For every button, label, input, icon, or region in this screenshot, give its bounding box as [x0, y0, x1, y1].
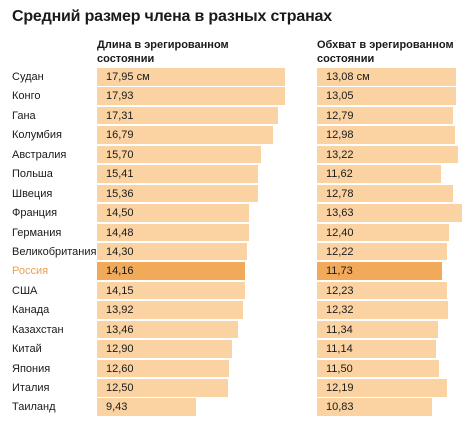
length-value-label: 15,70 — [106, 148, 134, 161]
length-bar — [97, 87, 285, 105]
girth-value-label: 11,50 — [326, 362, 353, 375]
country-label: Швеция — [12, 187, 53, 200]
country-label: Судан — [12, 71, 44, 83]
country-label: Япония — [12, 362, 51, 375]
girth-value-label: 12,78 — [326, 187, 354, 200]
girth-bar — [317, 262, 442, 280]
length-column-header: Длина в эрегированном состоянии — [97, 39, 229, 65]
country-label: Германия — [12, 226, 62, 239]
length-bar — [97, 68, 285, 86]
length-value-label: 14,30 — [106, 245, 134, 258]
length-bar — [97, 320, 238, 339]
length-bar — [97, 262, 246, 280]
length-bar — [97, 106, 279, 125]
girth-value-label: 13,08 см — [326, 71, 370, 83]
girth-value-label: 12,40 — [326, 226, 354, 239]
girth-value-label: 13,22 — [326, 148, 354, 161]
length-bar — [97, 223, 249, 242]
country-label: Казахстан — [12, 323, 64, 336]
country-label: Колумбия — [12, 129, 62, 142]
girth-value-label: 12,23 — [326, 284, 354, 297]
girth-value-label: 10,83 — [326, 401, 354, 414]
length-value-label: 15,41 — [106, 168, 134, 181]
girth-bar — [317, 165, 441, 183]
country-label: Франция — [12, 207, 58, 220]
girth-value-label: 11,34 — [326, 323, 353, 336]
girth-bar — [317, 145, 458, 164]
girth-value-label: 12,22 — [326, 245, 354, 258]
country-label: Гана — [12, 109, 36, 122]
length-value-label: 14,16 — [106, 265, 134, 278]
girth-bar — [317, 340, 436, 358]
length-bar — [97, 379, 228, 397]
length-value-label: 17,31 — [106, 109, 134, 122]
girth-bar — [317, 301, 449, 319]
length-value-label: 13,46 — [106, 323, 134, 336]
girth-bar — [317, 242, 447, 261]
length-value-label: 9,43 — [106, 401, 128, 414]
girth-bar — [317, 320, 438, 339]
girth-bar — [317, 126, 456, 144]
country-label: Польша — [12, 168, 53, 181]
country-label: Китай — [12, 343, 42, 356]
girth-bar — [317, 68, 457, 86]
length-bar — [97, 398, 196, 416]
girth-value-label: 11,14 — [326, 343, 353, 356]
length-bar — [97, 204, 249, 222]
length-value-label: 16,79 — [106, 129, 134, 142]
girth-value-label: 13,05 — [326, 90, 354, 103]
length-value-label: 14,48 — [106, 226, 134, 239]
girth-bar — [317, 223, 449, 242]
length-value-label: 13,92 — [106, 304, 134, 317]
length-bar — [97, 184, 258, 203]
country-label: США — [12, 284, 38, 297]
length-bar — [97, 301, 243, 319]
length-value-label: 15,36 — [106, 187, 134, 200]
length-bar — [97, 126, 273, 144]
girth-value-label: 12,98 — [326, 129, 354, 142]
girth-bar — [317, 184, 453, 203]
length-bar — [97, 340, 233, 358]
girth-value-label: 13,63 — [326, 207, 354, 220]
length-bar — [97, 145, 262, 164]
chart-title: Средний размер члена в разных странах — [12, 8, 332, 25]
length-bar — [97, 359, 229, 378]
length-value-label: 17,95 см — [106, 71, 150, 83]
country-label: Великобритания — [12, 245, 97, 258]
girth-value-label: 12,19 — [326, 382, 354, 395]
girth-bar — [317, 379, 447, 397]
girth-bar — [317, 87, 456, 105]
length-bar — [97, 281, 246, 300]
length-value-label: 14,15 — [106, 284, 134, 297]
girth-bar — [317, 359, 440, 378]
girth-bar — [317, 106, 454, 125]
length-value-label: 12,90 — [106, 343, 134, 356]
girth-value-label: 12,79 — [326, 109, 354, 122]
length-value-label: 12,60 — [106, 362, 134, 375]
length-value-label: 12,50 — [106, 382, 134, 395]
girth-value-label: 11,62 — [326, 168, 353, 181]
country-label: Италия — [12, 382, 50, 395]
length-bar — [97, 242, 247, 261]
girth-bar — [317, 204, 462, 222]
country-label: Австралия — [12, 148, 67, 161]
country-label: Канада — [12, 304, 50, 317]
girth-value-label: 11,73 — [326, 265, 353, 278]
girth-column-header: Обхват в эрегированном состоянии — [317, 39, 454, 65]
girth-bar — [317, 281, 448, 300]
country-label: Конго — [12, 90, 41, 103]
country-label: Россия — [12, 265, 49, 278]
length-value-label: 14,50 — [106, 207, 134, 220]
length-value-label: 17,93 — [106, 90, 134, 103]
length-bar — [97, 165, 259, 183]
country-label: Таиланд — [12, 401, 56, 414]
girth-value-label: 12,32 — [326, 304, 354, 317]
girth-bar — [317, 398, 433, 416]
